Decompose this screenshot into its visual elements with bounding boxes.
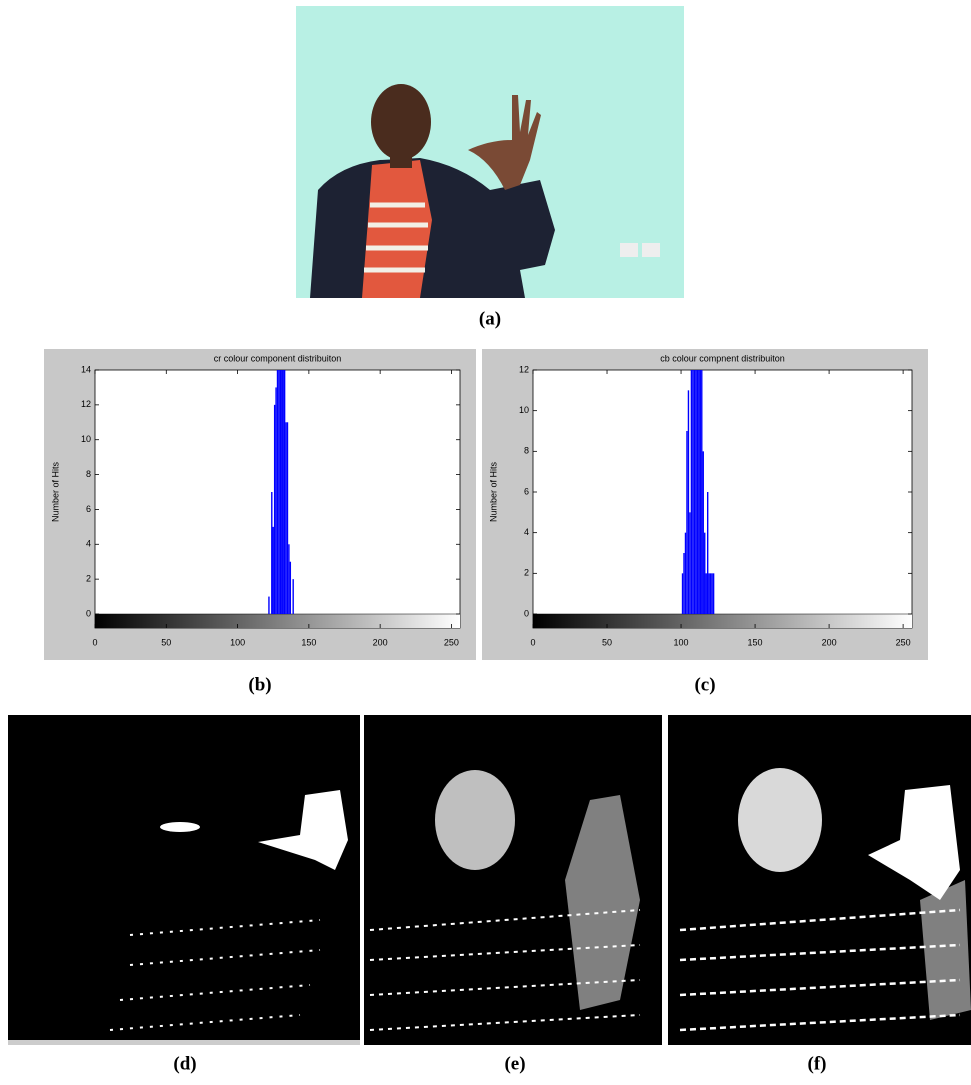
bar	[705, 573, 707, 614]
bar	[698, 370, 700, 614]
x-tick-label: 250	[444, 637, 459, 647]
y-tick-label: 8	[86, 469, 91, 479]
y-tick-label: 2	[524, 568, 529, 578]
bar	[288, 544, 290, 614]
y-tick-label: 4	[86, 539, 91, 549]
x-tick-label: 0	[530, 637, 535, 647]
bar	[289, 561, 292, 614]
bar	[272, 526, 274, 614]
caption: (d)	[173, 1053, 196, 1074]
bar	[268, 596, 270, 614]
x-tick-label: 200	[822, 637, 837, 647]
y-tick-label: 12	[519, 364, 529, 374]
x-tick-label: 150	[748, 637, 763, 647]
bar	[702, 451, 704, 614]
bar	[708, 573, 710, 614]
caption: (f)	[808, 1053, 827, 1074]
bar	[699, 370, 701, 614]
y-tick-label: 10	[519, 405, 529, 415]
y-tick-label: 2	[86, 574, 91, 584]
bar	[271, 492, 273, 614]
x-tick-label: 50	[161, 637, 171, 647]
bar	[278, 370, 280, 614]
bar	[692, 370, 694, 614]
y-tick-label: 4	[524, 527, 529, 537]
bar	[695, 370, 697, 614]
colorbar	[95, 614, 460, 628]
bar	[684, 532, 687, 614]
x-tick-label: 100	[674, 637, 689, 647]
colorbar	[533, 614, 912, 628]
y-tick-label: 14	[81, 364, 91, 374]
bar	[681, 573, 684, 614]
caption: (e)	[504, 1053, 525, 1074]
bar	[292, 579, 294, 614]
bar	[686, 431, 688, 614]
y-tick-label: 12	[81, 399, 91, 409]
bar	[701, 370, 703, 614]
y-axis-label: Number of Hits	[488, 461, 498, 522]
bar	[282, 370, 284, 614]
plot-area	[532, 369, 913, 629]
bar	[690, 370, 693, 614]
photo	[296, 6, 684, 298]
binary-image-d	[8, 715, 360, 1045]
x-tick-label: 50	[602, 637, 612, 647]
caption: (b)	[248, 674, 271, 695]
x-tick-label: 0	[92, 637, 97, 647]
bar	[693, 370, 696, 614]
caption: (a)	[479, 308, 501, 329]
bar	[275, 387, 277, 614]
y-tick-label: 0	[524, 608, 529, 618]
bar	[285, 422, 287, 614]
bar	[276, 370, 279, 614]
bar	[283, 370, 286, 614]
caption: (c)	[694, 674, 715, 695]
bar	[689, 512, 691, 614]
bar	[273, 404, 276, 614]
y-axis-label: Number of Hits	[50, 461, 60, 522]
bar	[712, 573, 715, 614]
bar	[687, 390, 690, 614]
y-tick-label: 8	[524, 446, 529, 456]
bar	[706, 492, 709, 614]
y-tick-label: 6	[86, 504, 91, 514]
chart-title: cr colour component distribuiton	[214, 353, 342, 363]
x-tick-label: 200	[373, 637, 388, 647]
bar	[711, 573, 713, 614]
bar	[683, 553, 685, 614]
bar	[709, 573, 712, 614]
y-tick-label: 0	[86, 608, 91, 618]
x-tick-label: 100	[230, 637, 245, 647]
x-tick-label: 150	[301, 637, 316, 647]
y-tick-label: 10	[81, 434, 91, 444]
bar	[279, 370, 282, 614]
binary-image-e	[364, 715, 662, 1045]
chart-title: cb colour compnent distribuiton	[660, 353, 785, 363]
x-tick-label: 250	[896, 637, 911, 647]
y-tick-label: 6	[524, 486, 529, 496]
bar	[704, 532, 706, 614]
bar	[696, 370, 699, 614]
bar	[281, 370, 283, 614]
bar	[286, 422, 289, 614]
binary-image-f	[668, 715, 971, 1045]
